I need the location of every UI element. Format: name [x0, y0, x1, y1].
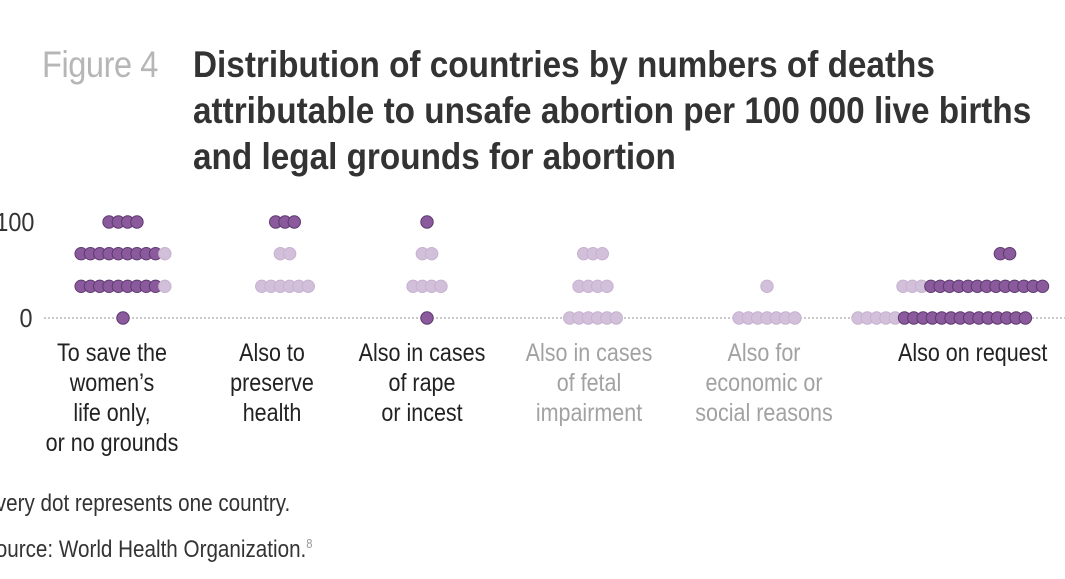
figure-title-line: Distribution of countries by numbers of …	[193, 44, 935, 85]
figure-label: Figure 4	[42, 44, 158, 85]
country-dot	[158, 246, 172, 261]
country-dot	[1035, 279, 1050, 294]
figure-title-line: and legal grounds for abortion	[193, 136, 676, 177]
category-label: To save the women’s life only, or no gro…	[45, 339, 179, 457]
country-dot	[595, 246, 609, 261]
country-dot	[600, 279, 614, 294]
source-note: Source: World Health Organization.8	[0, 536, 313, 564]
country-dot	[420, 215, 434, 229]
category-label: Also for economic or social reasons	[695, 339, 833, 427]
y-tick-label-100: 100	[0, 207, 34, 237]
figure-title: Distribution of countries by numbers of …	[193, 42, 1031, 180]
source-text: Source: World Health Organization.	[0, 536, 307, 563]
dot-legend-note: Every dot represents one country.	[0, 490, 291, 517]
country-dot	[116, 311, 130, 325]
category-label: Also to preserve health	[230, 339, 314, 427]
country-dot	[420, 311, 434, 325]
category-label: Also in cases of rape or incest	[358, 339, 486, 427]
y-tick-label-0: 0	[18, 303, 32, 333]
country-dot	[158, 279, 172, 294]
country-dot	[130, 215, 144, 229]
figure-title-line: attributable to unsafe abortion per 100 …	[193, 90, 1032, 131]
country-dot	[424, 246, 439, 261]
category-label: Also on request	[898, 339, 1048, 367]
country-dot	[760, 279, 774, 294]
country-dot	[287, 215, 301, 229]
country-dot	[609, 311, 623, 325]
country-dot	[282, 246, 297, 261]
category-label: Also in cases of fetal impairment	[525, 339, 653, 427]
country-dot	[1018, 311, 1033, 325]
country-dot	[788, 311, 802, 325]
country-dot	[434, 279, 448, 294]
country-dot	[301, 279, 315, 294]
country-dot	[1002, 246, 1017, 261]
source-reference: 8	[306, 536, 313, 551]
